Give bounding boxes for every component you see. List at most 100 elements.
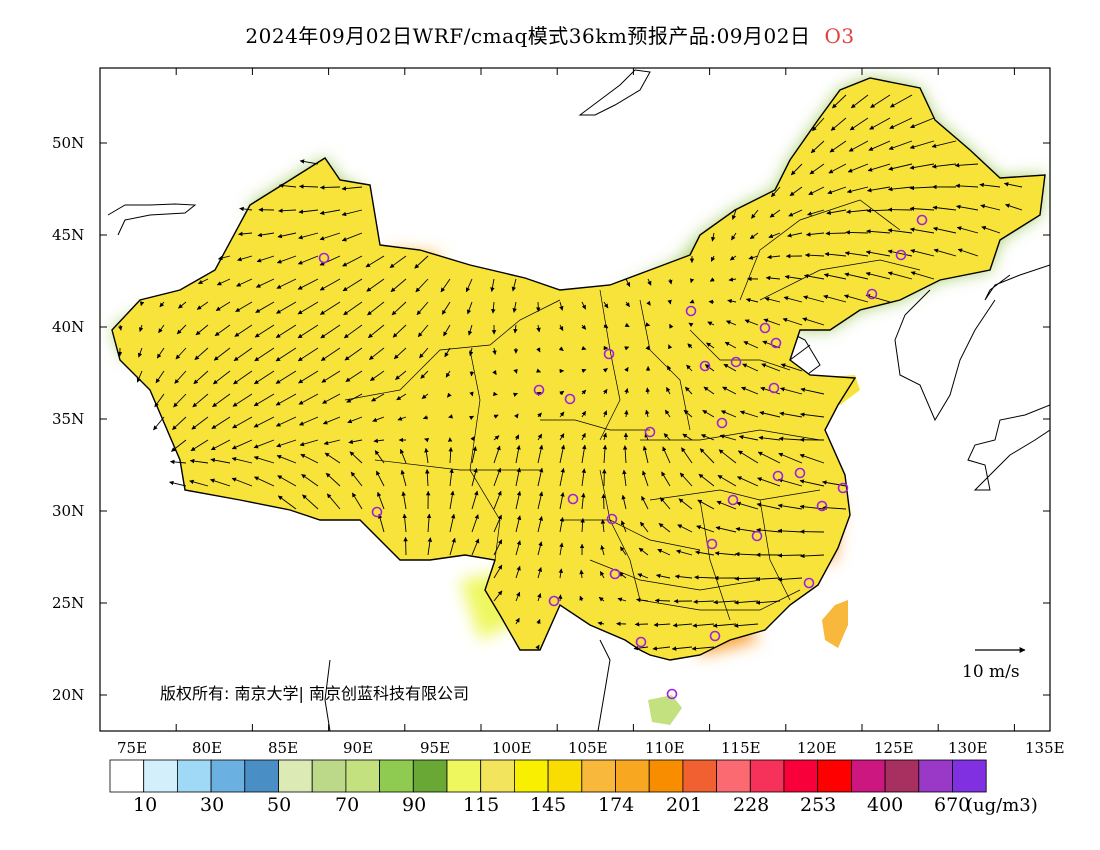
wind-arrow (559, 542, 564, 556)
wind-arrow (848, 140, 869, 152)
station-marker (730, 356, 742, 368)
wind-arrow (777, 478, 803, 487)
colorbar-swatch (749, 759, 785, 793)
wind-arrow (365, 255, 385, 268)
wind-arrow (421, 393, 429, 399)
lon-label: 125E (874, 739, 914, 757)
wind-arrow (341, 232, 363, 242)
colorbar-label: 10 (133, 794, 158, 816)
colorbar-swatch (379, 759, 414, 793)
wind-arrow (189, 479, 209, 487)
wind-arrow (800, 412, 825, 418)
wind-arrow (731, 209, 737, 220)
wind-arrow (581, 301, 586, 310)
station-marker (635, 636, 647, 648)
wind-arrow (699, 448, 715, 464)
station-marker (866, 288, 878, 300)
wind-arrow (189, 458, 209, 464)
copyright-notice: 版权所有: 南京大学| 南京创蓝科技有限公司 (160, 684, 469, 703)
wind-arrow (751, 209, 759, 219)
wind-arrow (671, 646, 693, 651)
wind-arrow (377, 491, 385, 510)
wind-arrow (424, 438, 430, 443)
wind-arrow (441, 301, 451, 315)
wind-arrow (169, 459, 187, 465)
wind-arrow (514, 413, 519, 419)
colorbar-swatch (210, 759, 246, 793)
wind-arrow (559, 324, 564, 332)
wind-arrow (674, 574, 693, 579)
wind-arrow (425, 468, 430, 487)
wind-arrow (932, 205, 957, 211)
wind-arrow (253, 455, 275, 464)
wind-arrow (581, 368, 587, 374)
wind-arrow (676, 549, 693, 556)
wind-arrow (210, 457, 231, 464)
wind-arrow (393, 347, 407, 360)
wind-arrow (159, 301, 165, 308)
wind-arrow (367, 301, 385, 316)
station-marker (644, 426, 656, 438)
wind-arrow (846, 186, 869, 194)
wind-arrow (729, 255, 737, 261)
wind-arrow (807, 209, 825, 216)
wind-arrow (803, 295, 825, 303)
wind-arrow (137, 347, 143, 358)
colorbar-label: 70 (335, 794, 360, 816)
station-marker (770, 337, 782, 349)
wind-arrow (371, 393, 385, 402)
wind-reference-label: 10 m/s (962, 662, 1020, 682)
colorbar-swatch (547, 759, 583, 793)
wind-arrow (275, 370, 297, 384)
wind-arrow (537, 467, 544, 487)
wind-arrow (513, 368, 518, 374)
wind-arrow (742, 363, 759, 372)
wind-arrow (910, 271, 935, 280)
wind-arrow (348, 439, 363, 445)
wind-arrow (603, 323, 609, 329)
wind-arrow (342, 255, 363, 267)
wind-arrow (559, 411, 565, 418)
wind-arrow (657, 548, 671, 556)
station-marker (794, 467, 806, 479)
wind-arrow (392, 324, 407, 338)
wind-arrow (602, 432, 608, 441)
lon-label: 130E (948, 739, 988, 757)
wind-arrow (395, 370, 407, 380)
wind-arrow (416, 301, 429, 316)
wind-arrow (536, 618, 541, 625)
wind-arrow (756, 502, 781, 510)
wind-arrow (777, 577, 803, 582)
wind-arrow (689, 299, 695, 304)
wind-arrow (401, 491, 407, 510)
wind-arrow (682, 433, 693, 441)
wind-arrow (625, 278, 631, 287)
wind-arrow (809, 163, 825, 175)
wind-arrow (515, 591, 521, 602)
wind-arrow (492, 391, 498, 397)
wind-arrow (698, 473, 715, 487)
wind-arrow (493, 490, 502, 510)
wind-arrow (175, 347, 187, 360)
map-title: 2024年09月02日WRF/cmaq模式36km预报产品:09月02日 O3 (0, 20, 1100, 49)
title-main: 2024年09月02日WRF/cmaq模式36km预报产品:09月02日 (245, 24, 811, 48)
wind-arrow (767, 254, 781, 260)
wind-arrow (693, 599, 715, 604)
lon-label: 95E (420, 739, 451, 757)
colorbar-swatch (884, 759, 920, 793)
colorbar-swatch (311, 759, 347, 793)
wind-arrow (536, 347, 541, 353)
colorbar-label: 228 (733, 794, 770, 816)
wind-arrow (641, 495, 649, 510)
wind-arrow (749, 232, 759, 240)
wind-arrow (397, 416, 407, 421)
wind-arrow (637, 573, 649, 579)
wind-arrow (824, 251, 847, 257)
wind-arrow (344, 347, 363, 361)
wind-arrow (491, 301, 496, 314)
wind-arrow (232, 393, 253, 407)
wind-arrow (375, 470, 385, 487)
wind-arrow (757, 477, 781, 487)
wind-arrow (579, 595, 584, 602)
wind-arrow (427, 537, 433, 556)
